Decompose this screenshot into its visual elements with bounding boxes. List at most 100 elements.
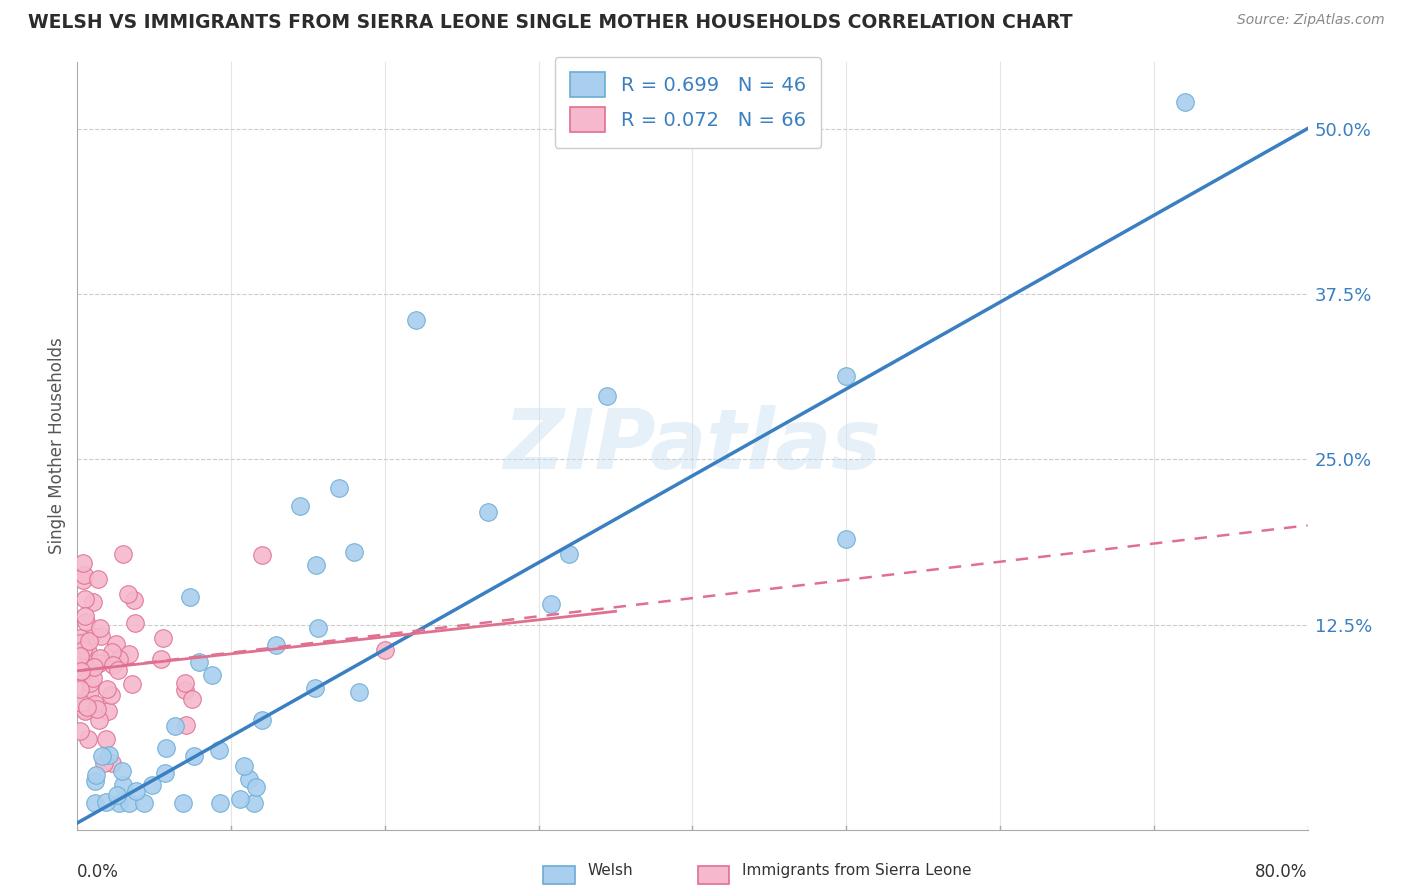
Point bbox=[328, 481, 350, 495]
Point bbox=[245, 780, 267, 795]
Point bbox=[79, 683, 101, 698]
Point bbox=[73, 592, 96, 607]
Point bbox=[76, 700, 98, 714]
Point bbox=[84, 767, 107, 781]
Point bbox=[83, 774, 105, 789]
Point bbox=[105, 788, 128, 802]
Point bbox=[595, 389, 617, 403]
Point bbox=[238, 772, 260, 787]
Point bbox=[98, 748, 121, 763]
Text: Immigrants from Sierra Leone: Immigrants from Sierra Leone bbox=[742, 863, 972, 878]
Point bbox=[90, 629, 112, 643]
Point bbox=[89, 713, 111, 727]
Point bbox=[305, 558, 328, 572]
Point bbox=[111, 778, 134, 792]
Point bbox=[96, 795, 118, 809]
Point bbox=[79, 675, 101, 690]
Point bbox=[290, 499, 312, 513]
Point bbox=[207, 743, 229, 757]
Point bbox=[111, 547, 134, 561]
Point bbox=[122, 593, 145, 607]
Point bbox=[69, 664, 91, 678]
Point bbox=[82, 595, 104, 609]
Point bbox=[87, 572, 110, 586]
Point bbox=[101, 756, 124, 771]
Point bbox=[174, 682, 197, 697]
Point bbox=[100, 688, 122, 702]
Point bbox=[117, 587, 139, 601]
Point bbox=[835, 532, 858, 546]
Point bbox=[132, 796, 155, 810]
Point bbox=[183, 749, 205, 764]
Point bbox=[79, 629, 101, 643]
Point bbox=[97, 704, 120, 718]
Point bbox=[86, 702, 108, 716]
Point bbox=[75, 615, 97, 630]
Point bbox=[558, 547, 581, 561]
Point bbox=[72, 643, 94, 657]
Point bbox=[69, 665, 91, 679]
Point bbox=[89, 621, 111, 635]
Point bbox=[73, 643, 96, 657]
Point bbox=[165, 719, 187, 733]
Point bbox=[82, 672, 104, 686]
Point bbox=[77, 653, 100, 667]
Text: WELSH VS IMMIGRANTS FROM SIERRA LEONE SINGLE MOTHER HOUSEHOLDS CORRELATION CHART: WELSH VS IMMIGRANTS FROM SIERRA LEONE SI… bbox=[28, 13, 1073, 32]
Y-axis label: Single Mother Households: Single Mother Households bbox=[48, 338, 66, 554]
Point bbox=[72, 573, 94, 587]
Point bbox=[111, 764, 134, 778]
Point bbox=[172, 796, 194, 810]
Point bbox=[343, 545, 366, 559]
Point bbox=[264, 638, 287, 652]
Point bbox=[152, 632, 174, 646]
Point bbox=[347, 684, 370, 698]
Point bbox=[77, 634, 100, 648]
Text: 0.0%: 0.0% bbox=[77, 863, 120, 880]
Point bbox=[405, 313, 427, 327]
Point bbox=[69, 723, 91, 738]
Point bbox=[101, 645, 124, 659]
Point bbox=[73, 703, 96, 717]
Text: 80.0%: 80.0% bbox=[1256, 863, 1308, 880]
Point bbox=[69, 636, 91, 650]
Point bbox=[228, 792, 250, 806]
Point bbox=[118, 647, 141, 661]
Point bbox=[374, 643, 396, 657]
Point bbox=[93, 756, 115, 771]
Point bbox=[105, 637, 128, 651]
Point bbox=[835, 368, 858, 383]
Point bbox=[125, 784, 148, 798]
Point bbox=[94, 732, 117, 747]
Point bbox=[124, 616, 146, 631]
Point bbox=[201, 668, 224, 682]
Point bbox=[77, 732, 100, 747]
Point bbox=[208, 796, 231, 810]
Point bbox=[174, 717, 197, 731]
Point bbox=[155, 740, 177, 755]
Point bbox=[307, 621, 329, 635]
Point bbox=[181, 691, 204, 706]
Point bbox=[179, 591, 201, 605]
Point bbox=[243, 796, 266, 810]
Point bbox=[250, 714, 273, 728]
Point bbox=[96, 682, 118, 697]
Point bbox=[153, 765, 176, 780]
Point bbox=[304, 681, 326, 695]
Point bbox=[101, 657, 124, 672]
Point bbox=[84, 697, 107, 711]
Point bbox=[149, 652, 172, 666]
Point bbox=[89, 651, 111, 665]
Point bbox=[73, 702, 96, 716]
Point bbox=[107, 663, 129, 677]
Point bbox=[69, 696, 91, 710]
Point bbox=[121, 677, 143, 691]
Point bbox=[69, 631, 91, 645]
Point bbox=[84, 796, 107, 810]
Point bbox=[174, 676, 197, 690]
Point bbox=[250, 549, 273, 563]
Point bbox=[76, 661, 98, 675]
Point bbox=[73, 608, 96, 623]
Point bbox=[108, 796, 131, 810]
Point bbox=[89, 657, 111, 671]
Text: Source: ZipAtlas.com: Source: ZipAtlas.com bbox=[1237, 13, 1385, 28]
